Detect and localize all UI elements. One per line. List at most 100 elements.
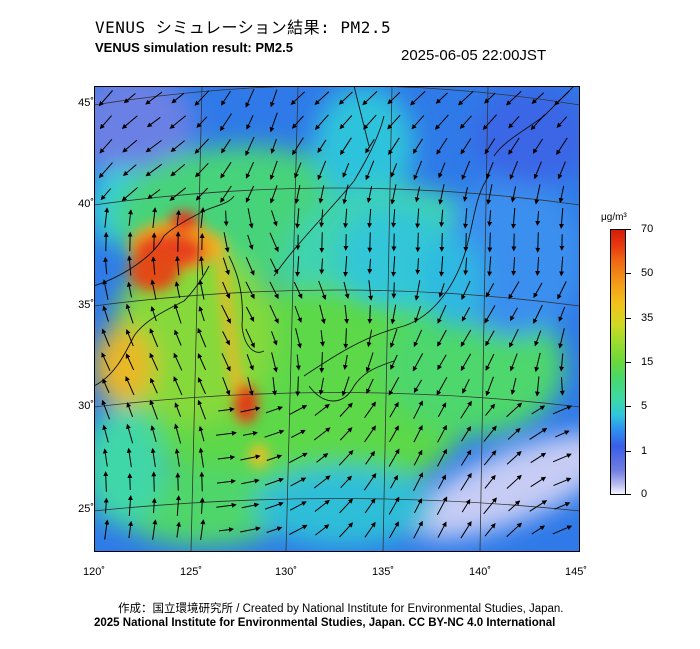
wind-arrow xyxy=(103,497,109,514)
wind-arrow xyxy=(462,186,468,202)
wind-arrow xyxy=(484,523,496,537)
wind-arrow xyxy=(247,208,254,229)
wind-arrow xyxy=(487,232,493,253)
wind-arrow xyxy=(295,376,301,397)
wind-arrow xyxy=(101,399,110,420)
wind-arrow xyxy=(342,354,348,370)
wind-arrow xyxy=(218,407,235,412)
wind-arrow xyxy=(552,525,573,535)
wind-arrow xyxy=(295,208,301,229)
wind-arrow xyxy=(174,402,182,417)
wind-arrow xyxy=(413,520,423,539)
wind-arrow xyxy=(170,164,186,177)
wind-arrow xyxy=(150,306,157,322)
colorbar-label-35: 35 xyxy=(641,312,654,324)
wind-arrow xyxy=(413,449,423,466)
wind-arrow xyxy=(461,160,471,181)
wind-arrow xyxy=(289,524,308,536)
lat-label-40: 40˚ xyxy=(78,198,94,210)
lat-label-30: 30˚ xyxy=(78,400,94,412)
wind-arrow xyxy=(269,185,278,204)
wind-arrow xyxy=(126,402,134,418)
wind-arrow xyxy=(414,186,421,203)
wind-arrow xyxy=(174,281,181,299)
wind-arrow xyxy=(125,329,134,347)
wind-arrow xyxy=(530,114,546,131)
wind-arrow xyxy=(460,329,472,347)
wind-arrow xyxy=(150,279,157,300)
wind-arrow xyxy=(558,328,565,349)
wind-arrow xyxy=(437,304,447,324)
wind-arrow xyxy=(413,379,423,393)
wind-arrow xyxy=(364,401,376,418)
wind-arrow xyxy=(123,93,136,104)
wind-arrow xyxy=(197,377,206,395)
wind-arrow xyxy=(485,353,495,371)
wind-arrow xyxy=(529,500,548,512)
wind-arrow xyxy=(463,208,469,229)
wind-arrow xyxy=(484,305,496,324)
wind-arrow xyxy=(198,425,205,442)
wind-arrow xyxy=(413,472,423,492)
wind-arrow xyxy=(344,304,350,324)
wind-arrow xyxy=(411,115,425,130)
wind-arrow xyxy=(461,280,471,301)
wind-arrow xyxy=(510,186,517,203)
wind-arrow xyxy=(413,498,423,514)
wind-arrow xyxy=(530,476,547,488)
wind-arrow xyxy=(319,330,325,347)
wind-arrow xyxy=(219,113,232,132)
wind-arrow xyxy=(246,114,254,130)
wind-arrow xyxy=(151,471,157,492)
wind-arrow xyxy=(368,280,374,301)
lon-label-125: 125˚ xyxy=(179,566,203,578)
wind-arrow xyxy=(223,232,230,253)
wind-arrow xyxy=(367,258,373,275)
wind-arrow xyxy=(102,279,109,300)
wind-arrow xyxy=(173,303,182,324)
wind-arrow xyxy=(437,424,447,443)
wind-arrow xyxy=(437,521,447,538)
wind-arrow xyxy=(535,232,541,253)
wind-arrow xyxy=(200,207,206,228)
wind-arrow xyxy=(221,139,231,154)
colorbar-unit: μg/m³ xyxy=(601,212,627,223)
wind-arrow xyxy=(173,352,183,371)
wind-arrow xyxy=(217,455,236,460)
wind-arrow xyxy=(245,88,255,108)
wind-arrow xyxy=(198,306,205,322)
wind-arrow xyxy=(314,91,330,105)
wind-arrow xyxy=(245,136,255,157)
wind-arrow xyxy=(317,160,327,181)
title-japanese: VENUS シミュレーション結果: PM2.5 xyxy=(95,18,392,37)
colorbar-tick xyxy=(626,406,631,407)
wind-arrow xyxy=(509,328,519,348)
wind-arrow xyxy=(242,430,258,436)
wind-arrow xyxy=(145,163,162,177)
wind-arrow xyxy=(216,502,237,508)
colorbar-tick xyxy=(626,229,631,230)
wind-arrow xyxy=(486,162,494,179)
wind-arrow xyxy=(341,376,350,397)
wind-arrow xyxy=(439,209,445,228)
wind-arrow xyxy=(222,377,231,396)
wind-arrow xyxy=(100,188,112,201)
wind-arrow xyxy=(389,401,399,418)
wind-arrow xyxy=(318,185,325,204)
wind-arrow xyxy=(295,328,302,349)
wind-arrow xyxy=(342,184,349,205)
wind-arrow xyxy=(222,331,230,346)
wind-arrow xyxy=(343,328,349,349)
wind-arrow xyxy=(101,328,110,347)
wind-arrow xyxy=(245,257,255,276)
wind-arrow xyxy=(295,354,301,371)
wind-arrow xyxy=(533,304,543,324)
wind-arrow xyxy=(509,353,518,372)
wind-arrow xyxy=(245,328,255,349)
wind-arrow xyxy=(122,164,137,177)
colorbar-tick xyxy=(626,451,631,452)
lon-label-145: 145˚ xyxy=(564,566,588,578)
wind-arrow xyxy=(145,91,163,105)
wind-arrow xyxy=(126,447,132,468)
wind-arrow xyxy=(240,454,261,461)
